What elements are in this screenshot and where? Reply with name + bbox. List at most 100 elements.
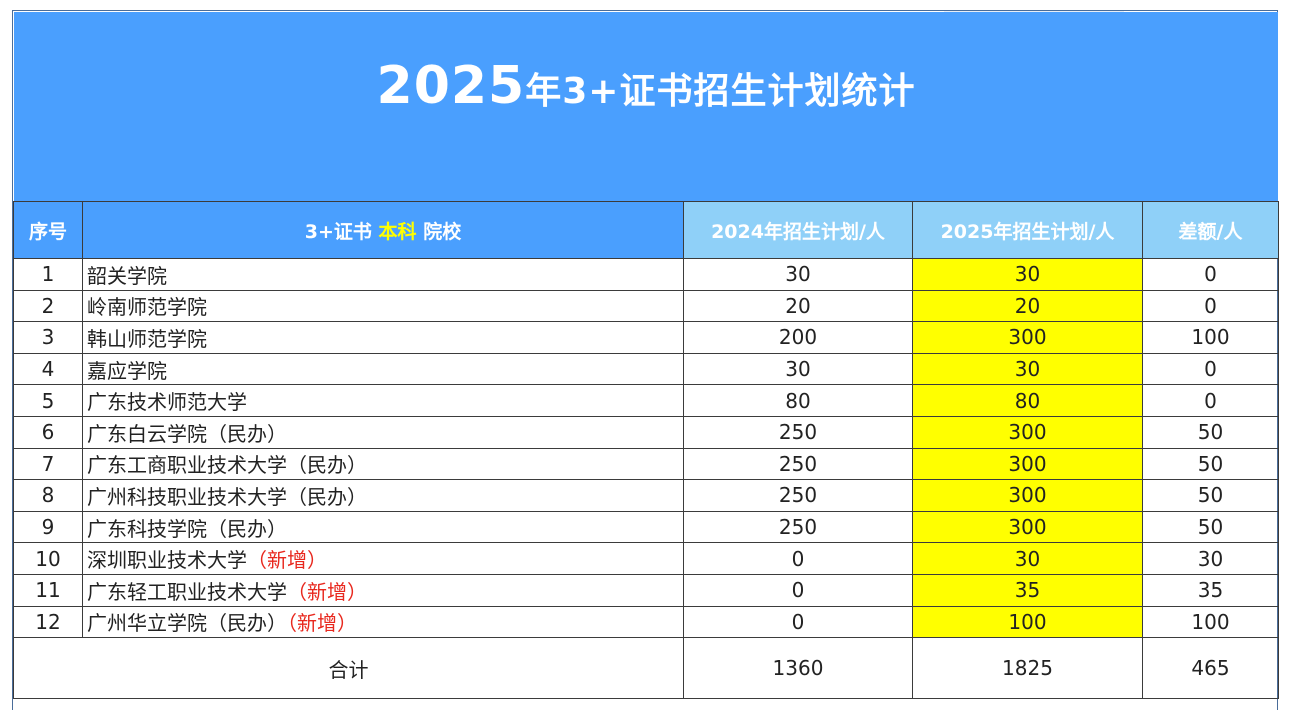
row-plan-2025: 30 xyxy=(912,352,1143,386)
row-plan-2025: 300 xyxy=(912,479,1143,512)
row-new-tag: （新增） xyxy=(287,579,367,604)
row-plan-2024: 250 xyxy=(683,447,913,481)
table-row: 1 韶关学院 30 30 0 xyxy=(13,258,1279,291)
enrollment-table: 序号 3+证书 本科 院校 2024年招生计划/人 2025年招生计划/人 差额… xyxy=(13,201,1279,700)
total-row: 合计 1360 1825 465 xyxy=(13,637,1279,700)
table-row: 3 韩山师范学院 200 300 100 xyxy=(13,321,1279,354)
row-seq: 12 xyxy=(13,605,83,639)
row-plan-2025: 30 xyxy=(912,258,1143,291)
table-row: 4 嘉应学院 30 30 0 xyxy=(13,352,1279,386)
row-plan-2025: 300 xyxy=(912,415,1143,449)
row-seq: 3 xyxy=(13,321,83,354)
row-school: 岭南师范学院 xyxy=(82,289,684,323)
row-plan-2024: 0 xyxy=(683,542,913,575)
row-plan-2024: 80 xyxy=(683,384,913,417)
table-row: 10 深圳职业技术大学（新增） 0 30 30 xyxy=(13,542,1279,575)
row-school: 广东轻工职业技术大学（新增） xyxy=(82,573,684,607)
row-plan-2024: 20 xyxy=(683,289,913,323)
row-seq: 11 xyxy=(13,573,83,607)
row-school-name: 广东技术师范大学 xyxy=(87,390,247,415)
table-row: 9 广东科技学院（民办） 250 300 50 xyxy=(13,510,1279,544)
row-school-name: 岭南师范学院 xyxy=(87,295,207,320)
row-plan-2025: 300 xyxy=(912,510,1143,544)
row-school-name: 广东轻工职业技术大学 xyxy=(87,579,287,604)
row-school: 广东白云学院（民办） xyxy=(82,415,684,449)
row-diff: 35 xyxy=(1142,573,1279,607)
row-seq: 5 xyxy=(13,384,83,417)
row-seq: 10 xyxy=(13,542,83,575)
row-plan-2024: 250 xyxy=(683,510,913,544)
row-plan-2024: 0 xyxy=(683,573,913,607)
row-school-name: 广州科技职业技术大学（民办） xyxy=(87,484,367,509)
header-diff: 差额/人 xyxy=(1142,201,1279,259)
row-plan-2025: 30 xyxy=(912,542,1143,575)
row-diff: 50 xyxy=(1142,447,1279,481)
row-diff: 0 xyxy=(1142,289,1279,323)
row-diff: 0 xyxy=(1142,258,1279,291)
row-diff: 0 xyxy=(1142,352,1279,386)
row-school-name: 广东白云学院（民办） xyxy=(87,421,287,446)
row-school: 深圳职业技术大学（新增） xyxy=(82,542,684,575)
table-row: 8 广州科技职业技术大学（民办） 250 300 50 xyxy=(13,479,1279,512)
row-school-name: 广州华立学院（民办） xyxy=(87,611,287,636)
row-school: 广东科技学院（民办） xyxy=(82,510,684,544)
row-plan-2025: 100 xyxy=(912,605,1143,639)
row-school-name: 深圳职业技术大学 xyxy=(87,548,247,573)
row-school-name: 广东工商职业技术大学（民办） xyxy=(87,453,367,478)
title-year: 2025 xyxy=(376,56,526,116)
row-plan-2024: 0 xyxy=(683,605,913,639)
row-plan-2024: 30 xyxy=(683,352,913,386)
total-plan-2024: 1360 xyxy=(683,637,913,700)
row-new-tag: （新增） xyxy=(287,611,357,636)
row-diff: 30 xyxy=(1142,542,1279,575)
total-plan-2025: 1825 xyxy=(912,637,1143,700)
table-row: 12 广州华立学院（民办）（新增） 0 100 100 xyxy=(13,605,1279,639)
total-label: 合计 xyxy=(13,637,684,700)
row-plan-2025: 300 xyxy=(912,447,1143,481)
row-plan-2025: 300 xyxy=(912,321,1143,354)
row-diff: 100 xyxy=(1142,605,1279,639)
row-seq: 9 xyxy=(13,510,83,544)
row-school-name: 嘉应学院 xyxy=(87,358,167,383)
header-row: 序号 3+证书 本科 院校 2024年招生计划/人 2025年招生计划/人 差额… xyxy=(13,201,1279,259)
row-diff: 50 xyxy=(1142,415,1279,449)
row-plan-2024: 200 xyxy=(683,321,913,354)
row-school: 广州华立学院（民办）（新增） xyxy=(82,605,684,639)
row-school: 韩山师范学院 xyxy=(82,321,684,354)
row-plan-2025: 20 xyxy=(912,289,1143,323)
row-plan-2024: 250 xyxy=(683,479,913,512)
table-row: 2 岭南师范学院 20 20 0 xyxy=(13,289,1279,323)
header-school-suffix: 院校 xyxy=(423,220,462,243)
row-school: 广东技术师范大学 xyxy=(82,384,684,417)
table-row: 5 广东技术师范大学 80 80 0 xyxy=(13,384,1279,417)
row-diff: 50 xyxy=(1142,479,1279,512)
row-school-name: 韶关学院 xyxy=(87,263,167,288)
row-plan-2025: 80 xyxy=(912,384,1143,417)
row-diff: 50 xyxy=(1142,510,1279,544)
row-diff: 0 xyxy=(1142,384,1279,417)
header-school-highlight: 本科 xyxy=(378,220,417,243)
header-school-prefix: 3+证书 xyxy=(304,220,372,243)
row-plan-2025: 35 xyxy=(912,573,1143,607)
row-seq: 6 xyxy=(13,415,83,449)
row-school: 嘉应学院 xyxy=(82,352,684,386)
row-seq: 1 xyxy=(13,258,83,291)
row-school-name: 广东科技学院（民办） xyxy=(87,516,287,541)
row-diff: 100 xyxy=(1142,321,1279,354)
row-school: 广州科技职业技术大学（民办） xyxy=(82,479,684,512)
row-school-name: 韩山师范学院 xyxy=(87,326,207,351)
title-banner: 2025年3+证书招生计划统计 xyxy=(14,12,1278,201)
row-school: 广东工商职业技术大学（民办） xyxy=(82,447,684,481)
header-plan-2024: 2024年招生计划/人 xyxy=(683,201,913,259)
row-new-tag: （新增） xyxy=(247,548,327,573)
row-plan-2024: 250 xyxy=(683,415,913,449)
header-plan-2025: 2025年招生计划/人 xyxy=(912,201,1143,259)
table-row: 7 广东工商职业技术大学（民办） 250 300 50 xyxy=(13,447,1279,481)
row-seq: 7 xyxy=(13,447,83,481)
row-school: 韶关学院 xyxy=(82,258,684,291)
row-seq: 4 xyxy=(13,352,83,386)
row-plan-2024: 30 xyxy=(683,258,913,291)
spreadsheet: 2025年3+证书招生计划统计 序号 3+证书 本科 院校 2024年招生计划/… xyxy=(12,10,1279,710)
title-text: 年3+证书招生计划统计 xyxy=(525,71,916,112)
total-diff: 465 xyxy=(1142,637,1279,700)
